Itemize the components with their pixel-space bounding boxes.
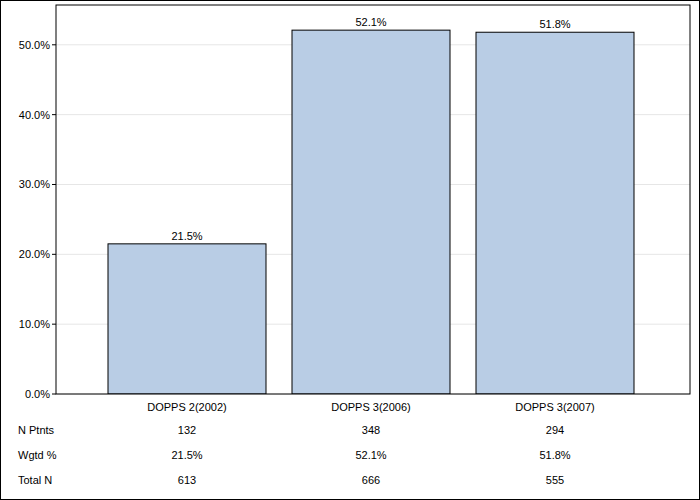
tick-label: 40.0% <box>19 109 50 121</box>
tick-label: 20.0% <box>19 248 50 260</box>
tick-mark <box>52 324 56 325</box>
plot-frame <box>56 5 690 394</box>
table-cell: 52.1% <box>355 449 386 461</box>
tick-label: 10.0% <box>19 318 50 330</box>
bar <box>108 244 266 394</box>
category-label: DOPPS 2(2002) <box>147 401 226 413</box>
tick-mark <box>52 114 56 115</box>
table-cell: 666 <box>362 474 380 486</box>
tick-mark <box>52 254 56 255</box>
data-label: 52.1% <box>355 16 386 28</box>
bar <box>292 30 450 394</box>
table-cell: 613 <box>178 474 196 486</box>
table-cell: 132 <box>178 424 196 436</box>
table-cell: 51.8% <box>539 449 570 461</box>
table-cell: 555 <box>546 474 564 486</box>
chart: 0.0% 10.0% 20.0% 30.0% 40.0% 50.0% 21.5% 52.1% 5… <box>0 0 700 500</box>
tick-mark <box>52 394 56 395</box>
tick-label: 50.0% <box>19 39 50 51</box>
data-label: 51.8% <box>539 18 570 30</box>
bars <box>108 30 634 394</box>
table-row-label: Wgtd % <box>18 449 57 461</box>
category-label: DOPPS 3(2007) <box>515 401 594 413</box>
tick-label: 30.0% <box>19 178 50 190</box>
tick-label: 0.0% <box>25 388 50 400</box>
bar <box>476 32 634 394</box>
table-cell: 348 <box>362 424 380 436</box>
outer-frame <box>1 1 700 500</box>
data-label: 21.5% <box>171 230 202 242</box>
table-cell: 21.5% <box>171 449 202 461</box>
table-row-label: N Ptnts <box>18 424 55 436</box>
table-cell: 294 <box>546 424 564 436</box>
category-label: DOPPS 3(2006) <box>331 401 410 413</box>
table-row-label: Total N <box>18 474 52 486</box>
tick-mark <box>52 44 56 45</box>
tick-mark <box>52 184 56 185</box>
